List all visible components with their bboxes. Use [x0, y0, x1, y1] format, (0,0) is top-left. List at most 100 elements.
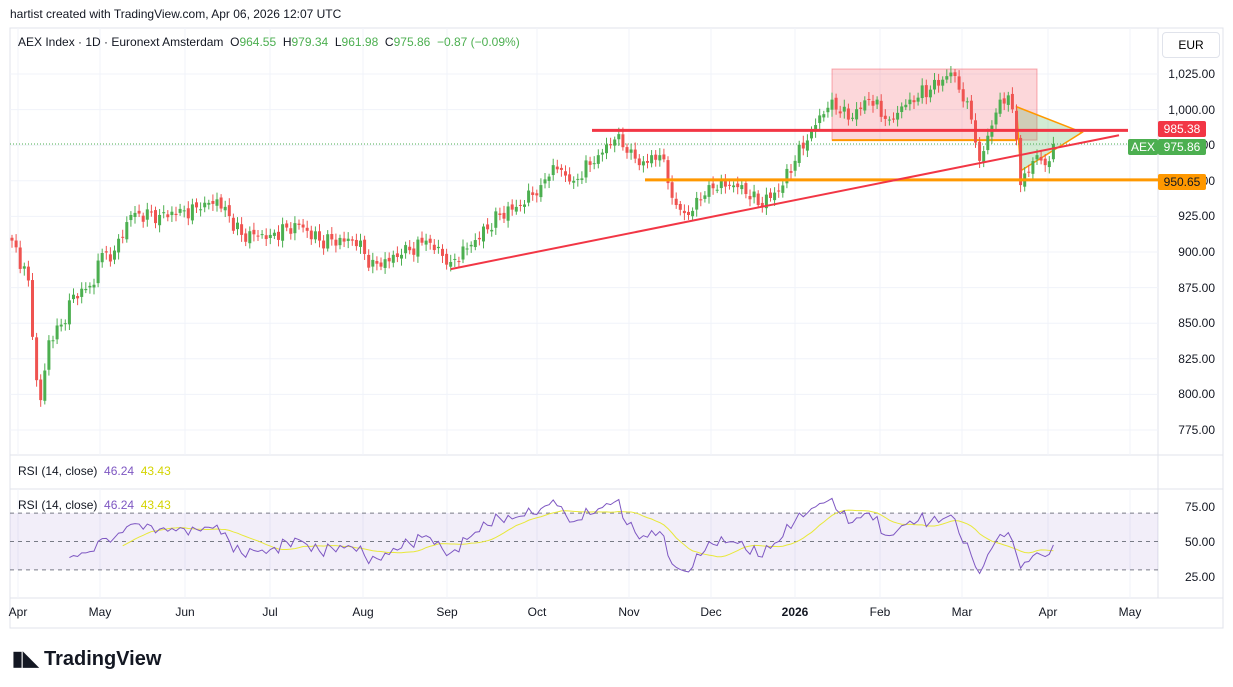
candle-body: [592, 163, 596, 165]
candle-body: [289, 228, 293, 234]
candle-body: [494, 211, 498, 228]
candle-body: [400, 254, 403, 259]
candle-body: [43, 370, 47, 401]
candle-body: [461, 246, 465, 260]
candle-body: [703, 195, 707, 199]
time-axis-label: Aug: [352, 605, 374, 619]
time-axis-label: May: [88, 605, 112, 619]
candle-body: [543, 179, 547, 184]
candle-body: [55, 325, 59, 340]
candle-body: [531, 192, 535, 196]
candle-body: [994, 112, 998, 125]
candle-body: [195, 202, 198, 208]
candle-body: [699, 199, 703, 201]
candle-body: [31, 280, 34, 337]
candle-body: [908, 99, 912, 105]
price-axis-label: 900.00: [1178, 245, 1215, 259]
logo-text: TradingView: [43, 648, 162, 670]
rsi-band: [10, 513, 1158, 570]
candle-body: [244, 233, 248, 242]
candle-body: [838, 111, 842, 114]
time-axis-label: Oct: [527, 605, 547, 619]
candle-body: [313, 231, 317, 240]
candle-body: [822, 114, 826, 118]
candle-body: [47, 340, 51, 370]
candle-body: [363, 239, 367, 254]
candle-body: [637, 158, 641, 166]
time-axis-label: Jun: [175, 605, 195, 619]
rsi-axis-label: 75.00: [1184, 500, 1215, 514]
candle-body: [859, 107, 863, 109]
candle-body: [609, 144, 613, 146]
candle-body: [596, 155, 600, 164]
time-axis-label: Sep: [436, 605, 458, 619]
candle-body: [605, 144, 608, 154]
time-axis-label: Dec: [700, 605, 722, 619]
candle-body: [769, 192, 772, 199]
candle-body: [670, 182, 674, 198]
candle-body: [527, 190, 531, 203]
candle-body: [687, 211, 690, 215]
candle-body: [572, 180, 576, 183]
candle-body: [154, 210, 157, 224]
candle-body: [855, 109, 859, 120]
candle-body: [375, 261, 379, 264]
candle-body: [953, 72, 957, 76]
candle-body: [764, 194, 768, 209]
candle-body: [285, 223, 289, 228]
candle-body: [621, 134, 625, 148]
candle-body: [96, 260, 100, 284]
candle-body: [719, 179, 723, 189]
candle-body: [736, 183, 740, 188]
candle-body: [490, 229, 494, 232]
candle-body: [371, 259, 375, 267]
candle-body: [18, 247, 22, 269]
candle-body: [978, 141, 982, 161]
candle-body: [449, 261, 453, 267]
candle-body: [453, 258, 457, 260]
candle-body: [547, 176, 551, 181]
candle-body: [1035, 155, 1039, 160]
price-axis-label: 825.00: [1178, 351, 1215, 366]
candle-body: [441, 248, 444, 256]
candle-body: [432, 244, 436, 251]
candle-body: [334, 239, 338, 246]
candle-body: [867, 98, 871, 100]
candle-body: [641, 161, 645, 166]
candle-body: [588, 161, 592, 165]
tradingview-logo[interactable]: ▮◣ TradingView: [12, 646, 161, 671]
time-axis-label: Apr: [1038, 605, 1058, 619]
candle-body: [272, 232, 276, 236]
candle-body: [937, 79, 941, 86]
candle-body: [182, 210, 186, 212]
candle-body: [260, 234, 264, 236]
candle-body: [346, 238, 350, 242]
candle-body: [338, 237, 342, 246]
candle-body: [941, 79, 945, 86]
candle-body: [39, 379, 43, 401]
candle-body: [834, 97, 838, 110]
candle-body: [666, 160, 670, 184]
currency-button[interactable]: EUR: [1162, 32, 1220, 58]
price-axis-label: 775.00: [1178, 423, 1215, 437]
candle-body: [539, 185, 543, 198]
candle-body: [674, 198, 678, 206]
candle-body: [219, 197, 223, 209]
candle-body: [793, 160, 797, 171]
candle-body: [80, 288, 84, 297]
candle-body: [281, 224, 285, 241]
candle-body: [896, 112, 900, 120]
candle-body: [691, 210, 695, 217]
candle-body: [256, 235, 260, 237]
price-axis-label: 925.00: [1178, 209, 1215, 224]
candle-body: [760, 202, 764, 207]
low-value: 961.98: [341, 35, 379, 49]
rsi-value: 46.24: [104, 498, 135, 512]
symbol-badge: AEX: [1128, 139, 1158, 155]
low-label: L: [334, 35, 342, 49]
candle-body: [498, 213, 502, 215]
candle-body: [887, 119, 891, 121]
candle-body: [740, 185, 744, 190]
